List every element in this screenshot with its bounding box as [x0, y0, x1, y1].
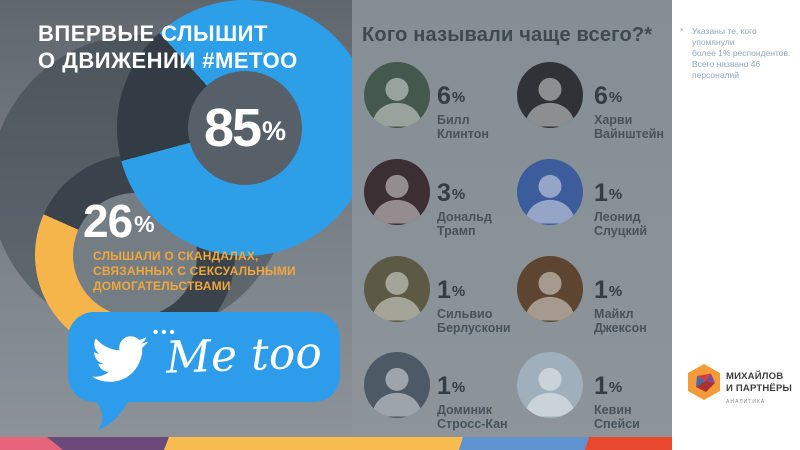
person-name: Доминик Стросс-Кан — [437, 403, 508, 431]
people-panel: Кого называли чаще всего?* 6% Билл Клинто… — [352, 0, 672, 450]
donut-85-hole: 85% — [188, 71, 302, 185]
bottom-color-stripe — [0, 437, 672, 450]
person-cell-donald-trump: 3% Дональд Трамп — [364, 159, 516, 238]
logo-text: МИХАЙЛОВ И ПАРТНЁРЫ АНАЛИТИКА — [726, 371, 792, 409]
bubble-tail — [94, 399, 130, 430]
person-percent: 1% — [594, 179, 623, 207]
person-name: Сильвио Берлускони — [437, 307, 511, 335]
person-photo — [517, 62, 583, 128]
tweet-dots: ••• — [153, 324, 178, 341]
right-panel: * Указаны те, кого упомянули более 1% ре… — [672, 0, 800, 450]
person-photo — [517, 352, 583, 418]
person-cell-bill-clinton: 6% Билл Клинтон — [364, 62, 516, 141]
person-percent: 1% — [437, 276, 466, 304]
people-header: Кого называли чаще всего?* — [362, 24, 653, 46]
person-percent: 1% — [437, 372, 466, 400]
person-name: Кевин Спейси — [594, 403, 640, 431]
person-photo — [364, 62, 430, 128]
logo-subtitle: АНАЛИТИКА — [726, 399, 766, 405]
tweet-bubble: ••• Me too — [68, 312, 340, 402]
logo-gem-icon — [688, 364, 720, 400]
person-percent: 6% — [594, 82, 623, 110]
person-percent: 1% — [594, 372, 623, 400]
page-title: ВПЕРВЫЕ СЛЫШИТ О ДВИЖЕНИИ #METOO — [38, 20, 298, 74]
person-name: Леонид Слуцкий — [594, 210, 648, 238]
person-photo — [364, 159, 430, 225]
person-cell-leonid-slutsky: 1% Леонид Слуцкий — [517, 159, 669, 238]
left-panel: 85% 26% ВПЕРВЫЕ СЛЫШИТ О ДВИЖЕНИИ #METOO… — [0, 0, 352, 450]
person-percent: 1% — [594, 276, 623, 304]
person-photo — [364, 352, 430, 418]
footnote-asterisk: * — [680, 26, 684, 36]
person-name: Майкл Джексон — [594, 307, 647, 335]
person-percent: 3% — [437, 179, 466, 207]
person-name: Харви Вайнштейн — [594, 113, 664, 141]
donut-chart-85: 85% — [117, 0, 352, 256]
person-cell-kevin-spacey: 1% Кевин Спейси — [517, 352, 669, 431]
title-line-1: ВПЕРВЫЕ СЛЫШИТ — [38, 21, 268, 46]
person-cell-michael-jackson: 1% Майкл Джексон — [517, 256, 669, 335]
person-photo — [517, 256, 583, 322]
person-percent: 6% — [437, 82, 466, 110]
twitter-bird-icon — [87, 331, 153, 387]
footnote: * Указаны те, кого упомянули более 1% ре… — [680, 26, 791, 80]
person-cell-silvio-berlusconi: 1% Сильвио Берлускони — [364, 256, 516, 335]
person-cell-harvey-weinstein: 6% Харви Вайнштейн — [517, 62, 669, 141]
small-donut-value: 26% — [83, 195, 155, 247]
small-donut-caption: СЛЫШАЛИ О СКАНДАЛАХ, СВЯЗАННЫХ С СЕКСУАЛ… — [93, 249, 296, 293]
person-photo — [517, 159, 583, 225]
percent-sign: % — [134, 211, 155, 237]
person-photo — [364, 256, 430, 322]
person-name: Дональд Трамп — [437, 210, 492, 238]
title-line-2: О ДВИЖЕНИИ #METOO — [38, 48, 298, 73]
percent-sign: % — [262, 116, 287, 146]
big-donut-value: 85% — [203, 98, 287, 158]
person-name: Билл Клинтон — [437, 113, 489, 141]
metoo-script-text: Me too — [165, 327, 323, 384]
person-cell-dominique-strauss-kahn: 1% Доминик Стросс-Кан — [364, 352, 516, 431]
